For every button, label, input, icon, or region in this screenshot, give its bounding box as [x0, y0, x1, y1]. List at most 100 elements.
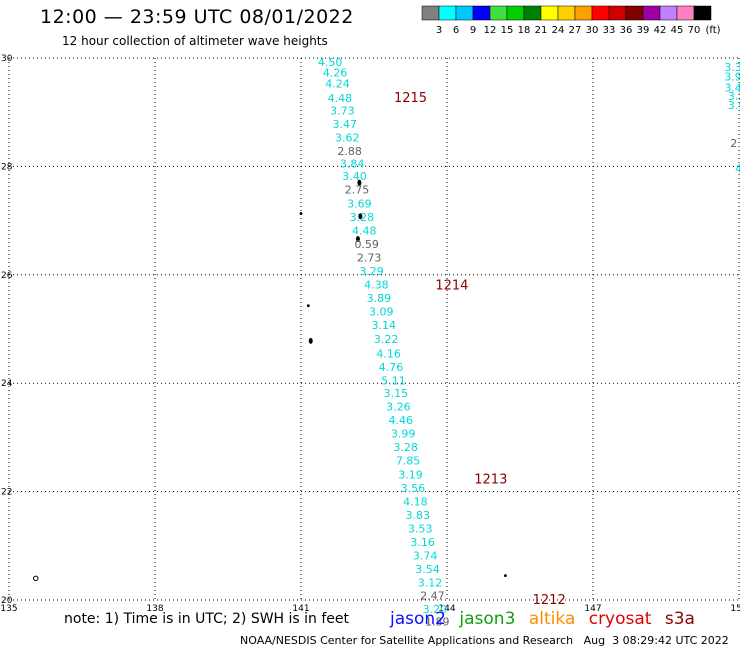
wave-height-label: 3.54	[415, 563, 440, 576]
lat-tick-label: 24	[1, 379, 13, 389]
wave-height-track: 4.504.264.244.483.733.473.622.883.843.40…	[318, 56, 450, 629]
wave-height-label: 3.74	[413, 550, 438, 563]
wave-height-label: 2.73	[357, 251, 382, 264]
satellite-legend: jason2 jason3 altika cryosat s3a	[390, 609, 703, 629]
legend-label: 18	[518, 25, 531, 36]
footer-note: note: 1) Time is in UTC; 2) SWH is in fe…	[64, 611, 350, 627]
wave-height-label: 3.	[739, 201, 740, 214]
island-marker	[358, 213, 363, 220]
wave-height-label: 3.2	[728, 90, 740, 103]
islands	[33, 179, 507, 582]
lat-tick-label: 22	[1, 488, 12, 498]
legend-label: 70	[688, 25, 701, 36]
island-marker	[299, 212, 303, 215]
wave-height-label: 3.83	[406, 509, 431, 522]
island-marker	[355, 236, 360, 243]
wave-height-label: 3.28	[393, 441, 418, 454]
wave-height-label: 4.48	[328, 92, 353, 105]
satellite-s3a: s3a	[664, 609, 695, 629]
time-label: 1215	[394, 91, 427, 106]
legend-label: 12	[484, 25, 497, 36]
wave-height-label: 3.15	[384, 387, 409, 400]
wave-height-label: 2.3	[730, 137, 740, 150]
lon-tick-label: 135	[0, 604, 17, 614]
wave-height-label: 4.16	[376, 347, 401, 360]
satellite-cryosat: cryosat	[588, 609, 652, 629]
wave-height-label: 4.38	[364, 279, 389, 292]
legend-label: 33	[603, 25, 616, 36]
lon-tick-label: 138	[146, 604, 163, 614]
wave-height-label: 0.59	[354, 238, 379, 251]
legend-label: 15	[501, 25, 514, 36]
wave-height-label: 3.89	[367, 292, 392, 305]
legend-label: 27	[569, 25, 582, 36]
lat-tick-label: 30	[1, 54, 13, 64]
wave-height-label: 3.73	[330, 105, 355, 118]
wave-height-label: 3.20	[423, 603, 448, 616]
legend-label: 24	[552, 25, 565, 36]
wave-height-label: 3.26	[386, 401, 411, 414]
island-marker	[306, 304, 310, 308]
island-marker	[504, 574, 507, 578]
wave-height-label: 2.47	[420, 590, 445, 603]
legend-label: 45	[671, 25, 684, 36]
wave-height-label: 7.85	[396, 455, 421, 468]
wave-height-edge-track: 3.343.913.413.23.92.34.64.3.3.63	[724, 61, 740, 224]
legend-label: 42	[654, 25, 667, 36]
lon-tick-label: 147	[584, 604, 601, 614]
wave-height-label: 4.50	[318, 56, 343, 69]
wave-height-label: 2.75	[345, 184, 370, 197]
wave-height-label: 4.6	[735, 163, 740, 176]
time-label: 1212	[533, 593, 566, 608]
wave-height-label: 4.26	[323, 67, 348, 80]
wave-height-label: 4.48	[352, 224, 377, 237]
legend-label: 6	[453, 25, 459, 36]
wave-height-label: 3.9	[728, 99, 740, 112]
legend-unit: (ft)	[705, 25, 720, 36]
page-subtitle: 12 hour collection of altimeter wave hei…	[62, 34, 328, 48]
legend-label: 39	[637, 25, 650, 36]
wave-height-label: 3.69	[347, 197, 372, 210]
legend-label: 21	[535, 25, 548, 36]
island-marker	[308, 337, 313, 344]
wave-height-label: 3.91	[724, 70, 740, 83]
satellite-altika: altika	[528, 609, 576, 629]
island-marker	[33, 575, 39, 582]
wave-height-label: 3.22	[374, 333, 399, 346]
wave-height-label: 3.12	[418, 577, 443, 590]
wave-height-label: 5.11	[381, 374, 406, 387]
map-grid	[8, 57, 740, 601]
wave-height-label: 4.	[739, 179, 740, 192]
time-labels: 1215 1214 1213 1212	[394, 91, 566, 608]
legend-swatch	[693, 5, 712, 21]
wave-height-label: 3.84	[340, 158, 365, 171]
wave-height-label: 3.14	[371, 319, 396, 332]
wave-height-label: 2.88	[337, 145, 362, 158]
wave-height-label: 3.28	[350, 211, 375, 224]
time-label: 1213	[474, 473, 507, 488]
wave-height-label: 1.89	[425, 616, 450, 629]
wave-height-label: 3.99	[391, 428, 416, 441]
wave-height-label: 4.76	[379, 361, 404, 374]
lon-tick-label: 150	[730, 604, 740, 614]
lat-tick-label: 26	[1, 271, 13, 281]
color-legend: 3 6 9 12 15 18 21 24 27 30 33 36 39 42 45 70 (ft)	[421, 5, 721, 36]
lat-tick-label: 20	[1, 596, 13, 606]
wave-height-label: 3.	[739, 211, 740, 224]
wave-height-label: 4.24	[325, 77, 350, 90]
wave-height-label: 4.46	[389, 414, 414, 427]
wave-height-label: 3.47	[333, 118, 358, 131]
legend-label: 9	[470, 25, 476, 36]
wave-height-label: 3.53	[408, 522, 433, 535]
lat-tick-label: 28	[1, 162, 13, 172]
satellite-jason2: jason2	[390, 609, 446, 629]
satellite-jason3: jason3	[459, 609, 516, 629]
wave-height-label: 3.56	[401, 482, 426, 495]
wave-height-label: 3.34	[724, 61, 740, 74]
island-marker	[357, 179, 362, 186]
legend-label: 36	[620, 25, 633, 36]
lon-tick-label: 141	[292, 604, 309, 614]
wave-height-label: 3.40	[342, 170, 367, 183]
lon-tick-label: 144	[438, 604, 455, 614]
